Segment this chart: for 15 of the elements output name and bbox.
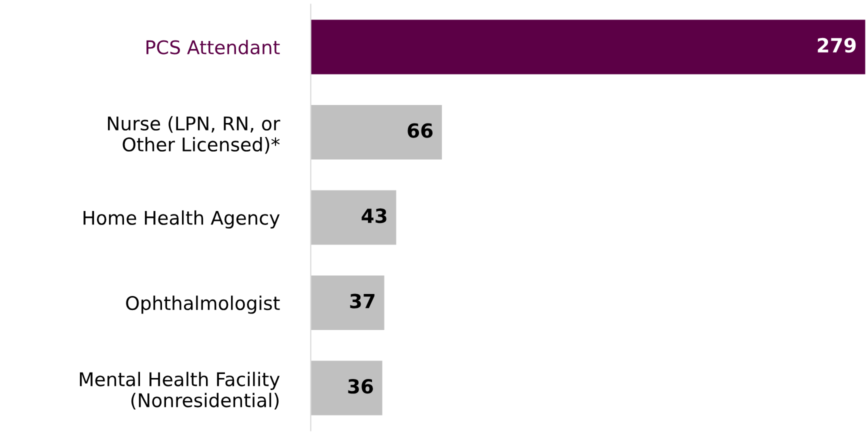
- data-label: 66: [408, 123, 433, 138]
- data-label: 37: [350, 294, 374, 308]
- bar: [310, 104, 442, 160]
- bar: [310, 190, 396, 245]
- data-label: 43: [362, 208, 386, 224]
- bar: [310, 275, 384, 330]
- y-tick-label: Ophthalmologist: [126, 296, 280, 314]
- y-tick-label: Nurse (LPN, RN, or Other Licensed)*: [108, 116, 280, 154]
- y-tick-label: Mental Health Facility (Nonresidential): [80, 372, 280, 410]
- data-label: 36: [348, 378, 373, 394]
- y-tick-label: PCS Attendant: [146, 40, 280, 54]
- bar: [310, 20, 866, 74]
- y-tick-label: Home Health Agency: [84, 210, 280, 229]
- bar: [310, 360, 382, 416]
- data-label: 279: [818, 38, 856, 53]
